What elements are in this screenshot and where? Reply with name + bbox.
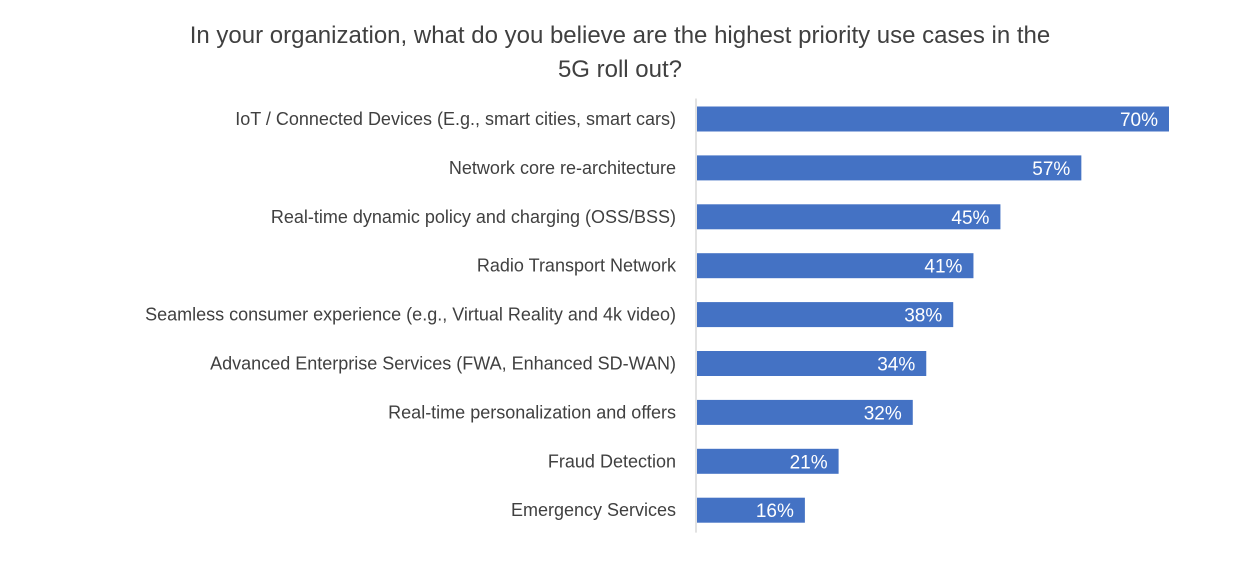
category-label: Fraud Detection xyxy=(548,451,676,471)
category-label: Real-time personalization and offers xyxy=(388,402,676,422)
category-label: Emergency Services xyxy=(511,500,676,520)
category-label: Radio Transport Network xyxy=(477,256,677,276)
bar xyxy=(697,253,974,279)
data-label: 38% xyxy=(904,306,942,327)
category-labels: IoT / Connected Devices (E.g., smart cit… xyxy=(145,109,677,520)
data-labels: 70% 57% 45% 41% 38% 34% 32% 21% 16% xyxy=(756,110,1158,522)
category-label: Network core re-architecture xyxy=(449,158,676,178)
data-label: 34% xyxy=(877,355,915,376)
bar xyxy=(697,399,913,425)
data-label: 16% xyxy=(756,501,794,522)
chart-title-line: 5G roll out? xyxy=(558,56,682,83)
chart-title: In your organization, what do you believ… xyxy=(190,22,1051,83)
category-label: IoT / Connected Devices (E.g., smart cit… xyxy=(235,109,676,129)
category-label: Real-time dynamic policy and charging (O… xyxy=(271,207,676,227)
category-label: Seamless consumer experience (e.g., Virt… xyxy=(145,305,676,325)
bar xyxy=(697,448,839,474)
data-label: 32% xyxy=(864,403,902,424)
bar xyxy=(697,204,1001,230)
data-label: 41% xyxy=(924,257,962,278)
bar xyxy=(697,351,927,376)
data-label: 45% xyxy=(951,208,989,229)
data-label: 57% xyxy=(1032,159,1070,180)
bars xyxy=(697,106,1169,523)
category-label: Advanced Enterprise Services (FWA, Enhan… xyxy=(210,354,676,374)
chart-title-line: In your organization, what do you believ… xyxy=(190,22,1051,49)
data-label: 70% xyxy=(1120,110,1158,131)
bar xyxy=(697,302,954,328)
bar xyxy=(697,155,1082,181)
bar xyxy=(697,106,1169,132)
data-label: 21% xyxy=(790,452,828,473)
bar xyxy=(697,497,805,523)
